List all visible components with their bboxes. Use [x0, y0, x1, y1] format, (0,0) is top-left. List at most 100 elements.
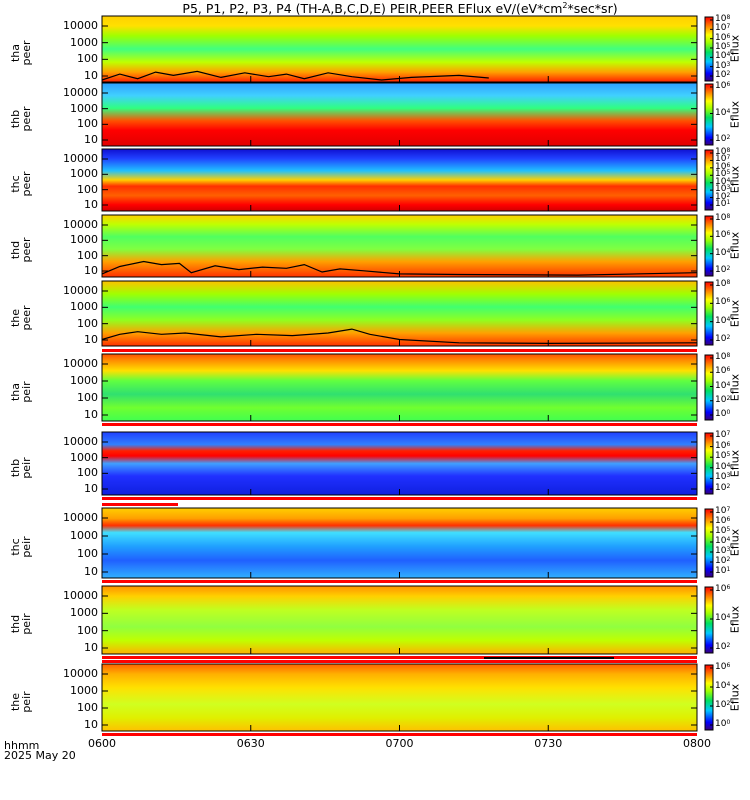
y-tick-label: 1000	[70, 684, 98, 697]
spectrogram-panel	[101, 15, 714, 83]
colorbar-tick-label: 102	[715, 394, 731, 405]
colorbar-tick-label: 105	[715, 526, 731, 536]
panel-label: thc peir	[9, 536, 33, 558]
colorbar-tick-label: 106	[715, 161, 731, 172]
y-tick-label: 10	[84, 198, 98, 211]
colorbar-label: Eflux	[728, 683, 742, 711]
colorbar-tick-label: 102	[715, 70, 731, 80]
colorbar	[704, 354, 714, 421]
colorbar-tick-label: 106	[715, 440, 731, 451]
contour-line	[101, 328, 698, 345]
colorbar-label: Eflux	[728, 449, 742, 477]
colorbar	[704, 586, 714, 654]
colorbar-tick-label: 104	[715, 176, 731, 187]
colorbar-tick-label: 102	[715, 642, 731, 652]
colorbar-tick-label: 104	[715, 681, 731, 691]
panel-label: thd peer	[9, 237, 33, 263]
y-tick-label: 10	[84, 264, 98, 277]
colorbar-tick-label: 105	[715, 451, 731, 462]
colorbar	[704, 508, 714, 578]
panel-label: tha peer	[9, 40, 33, 66]
colorbar	[704, 149, 714, 211]
spectrogram-panel	[101, 353, 714, 426]
spectrogram-image	[102, 149, 697, 211]
colorbar-tick-label: 107	[715, 23, 731, 34]
colorbar-tick-label: 101	[715, 199, 731, 209]
colorbar-tick-label: 105	[715, 169, 731, 180]
colorbar-tick-label: 104	[715, 380, 731, 391]
colorbar-tick-label: 106	[715, 297, 731, 308]
y-tick-label: 1000	[70, 233, 98, 247]
colorbar-tick-label: 104	[715, 461, 731, 472]
spectrogram-image	[102, 281, 697, 346]
colorbar	[704, 281, 714, 346]
x-axis-date-label: 2025 May 20	[4, 749, 76, 762]
colorbar-tick-label: 108	[715, 213, 731, 223]
spectrogram-panel	[101, 507, 714, 583]
colorbar-tick-label: 107	[715, 506, 731, 516]
colorbar-tick-label: 103	[715, 60, 731, 71]
colorbar-tick-label: 106	[715, 366, 731, 377]
y-tick-label: 100	[77, 623, 98, 637]
y-tick-label: 1000	[70, 101, 98, 115]
panel-label: the peer	[9, 304, 33, 331]
colorbar-tick-label: 106	[715, 81, 731, 91]
y-tick-label: 1000	[70, 606, 98, 620]
x-tick-label: 0700	[385, 737, 414, 750]
y-tick-label: 10000	[63, 152, 98, 165]
y-tick-label: 10	[84, 133, 98, 146]
colorbar-label: Eflux	[728, 100, 742, 128]
colorbar-tick-label: 106	[715, 230, 731, 241]
colorbar-tick-label: 103	[715, 546, 731, 556]
colorbar-tick-label: 102	[715, 191, 731, 202]
colorbar-label: Eflux	[728, 165, 742, 194]
colorbar-tick-label: 108	[715, 279, 731, 289]
colorbar-tick-label: 104	[715, 536, 731, 546]
spectrogram-image	[102, 83, 697, 146]
colorbar-tick-label: 102	[715, 556, 731, 566]
spectrogram-panel	[101, 148, 714, 212]
panel-label: the peir	[9, 690, 33, 713]
colorbar-tick-label: 103	[715, 472, 731, 483]
y-tick-label: 10	[84, 718, 98, 731]
y-tick-label: 10	[84, 333, 98, 346]
colorbar-tick-label: 108	[715, 14, 731, 24]
y-tick-label: 10000	[63, 19, 98, 32]
y-tick-label: 100	[77, 52, 98, 66]
y-tick-label: 10	[84, 408, 98, 421]
colorbar-tick-label: 104	[715, 107, 731, 118]
panel-label: thc peer	[9, 171, 33, 197]
y-tick-label: 10000	[63, 589, 98, 602]
x-axis-unit-label: hhmm	[4, 739, 40, 752]
colorbar-tick-label: 106	[715, 516, 731, 526]
y-tick-label: 100	[77, 117, 98, 131]
y-tick-label: 1000	[70, 167, 98, 181]
colorbar-tick-label: 101	[715, 566, 731, 576]
y-tick-label: 10000	[63, 667, 98, 680]
spectrogram-image	[102, 432, 697, 495]
quality-flag-bar	[102, 733, 697, 736]
y-tick-label: 100	[77, 466, 98, 480]
x-tick-label: 0800	[683, 737, 711, 750]
y-tick-label: 10000	[63, 284, 98, 297]
colorbar	[704, 16, 714, 82]
y-tick-label: 10000	[63, 357, 98, 370]
x-tick-label: 0730	[534, 737, 563, 750]
chart-title: P5, P1, P2, P3, P4 (TH-A,B,C,D,E) PEIR,P…	[182, 1, 618, 17]
y-tick-label: 10	[84, 69, 98, 82]
colorbar-tick-label: 106	[715, 662, 731, 672]
y-tick-label: 1000	[70, 529, 98, 542]
spectrogram-image	[102, 586, 697, 654]
y-tick-label: 100	[77, 316, 98, 330]
quality-flag-bar	[102, 423, 697, 426]
y-tick-label: 100	[77, 182, 98, 196]
y-tick-label: 10	[84, 641, 98, 654]
colorbar	[704, 664, 714, 731]
colorbar-label: Eflux	[728, 34, 742, 63]
colorbar-tick-label: 108	[715, 147, 731, 157]
contour-line	[101, 260, 698, 276]
panel-label: tha peir	[9, 380, 33, 403]
contour-line	[101, 70, 489, 81]
colorbar-label: Eflux	[728, 231, 742, 260]
